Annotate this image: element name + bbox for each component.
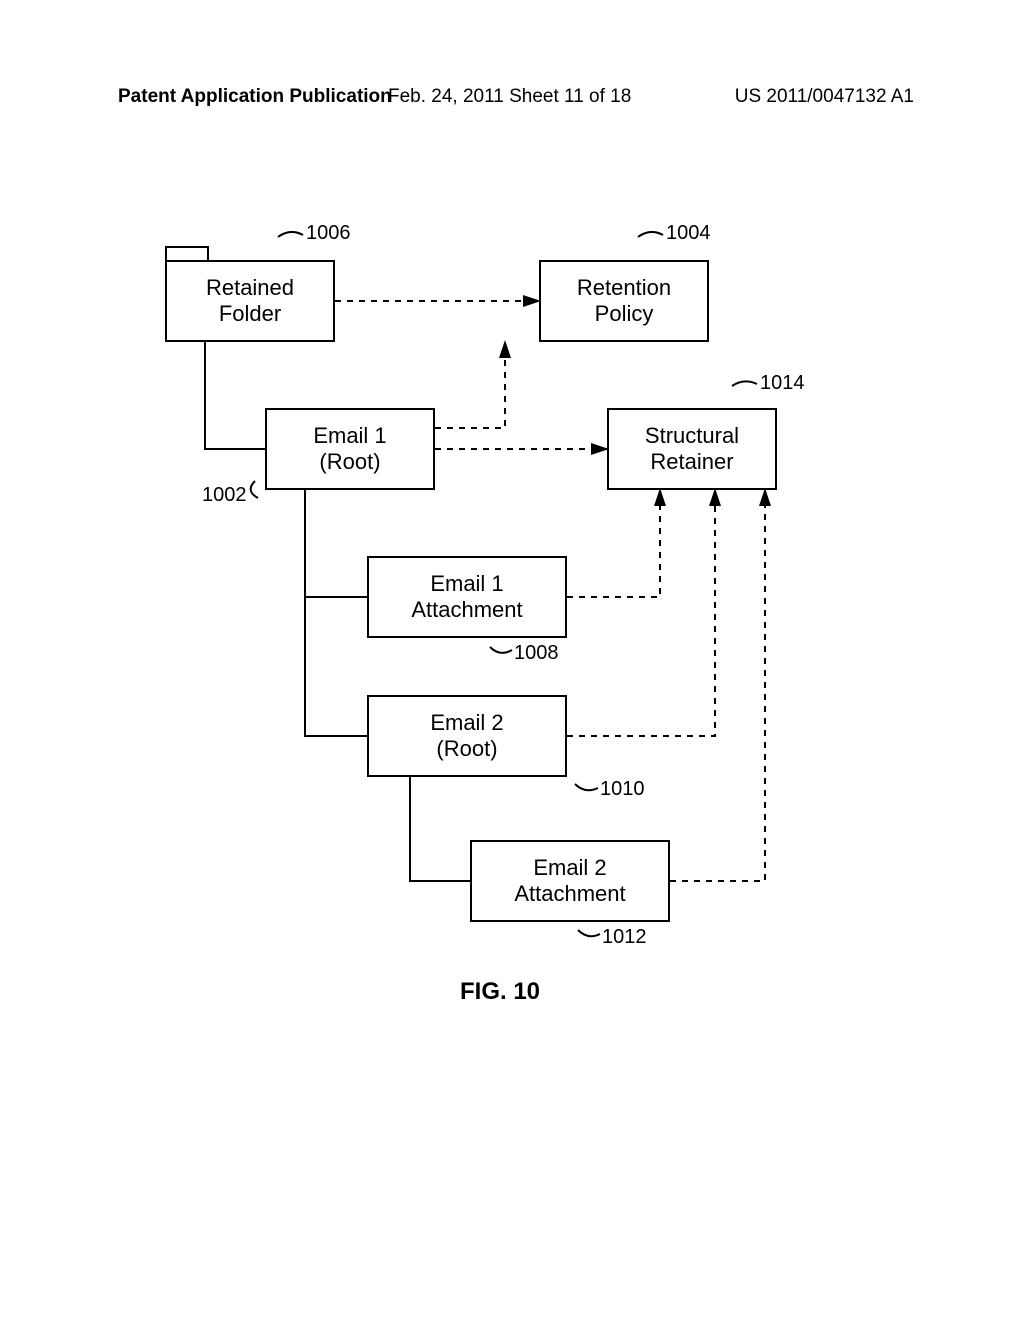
leader-1004 xyxy=(638,232,663,237)
edge-email2-to-attachment xyxy=(410,777,470,881)
edge-attach1-to-structural xyxy=(567,490,660,597)
edge-email1-to-retention xyxy=(435,342,505,428)
leader-1014 xyxy=(732,381,757,386)
connectors-svg xyxy=(0,0,1024,1320)
ref-1010: 1010 xyxy=(600,778,645,801)
edge-email2-to-structural xyxy=(567,490,715,736)
leader-1010 xyxy=(575,784,598,790)
ref-1014: 1014 xyxy=(760,372,805,395)
edge-email1-to-email2 xyxy=(305,490,367,736)
ref-1012: 1012 xyxy=(602,926,647,949)
leader-1008 xyxy=(490,647,512,653)
ref-1002: 1002 xyxy=(202,484,247,507)
ref-1006: 1006 xyxy=(306,222,351,245)
edge-retained-to-email1 xyxy=(205,342,265,449)
leader-1006 xyxy=(278,232,303,237)
ref-1004: 1004 xyxy=(666,222,711,245)
edge-attach2-to-structural xyxy=(670,490,765,881)
leader-1002 xyxy=(251,481,258,498)
diagram-canvas: RetainedFolder RetentionPolicy Email 1(R… xyxy=(0,0,1024,1320)
edge-email1-to-attachment xyxy=(305,490,367,597)
figure-label: FIG. 10 xyxy=(460,978,540,1006)
leader-1012 xyxy=(578,930,600,936)
ref-1008: 1008 xyxy=(514,642,559,665)
